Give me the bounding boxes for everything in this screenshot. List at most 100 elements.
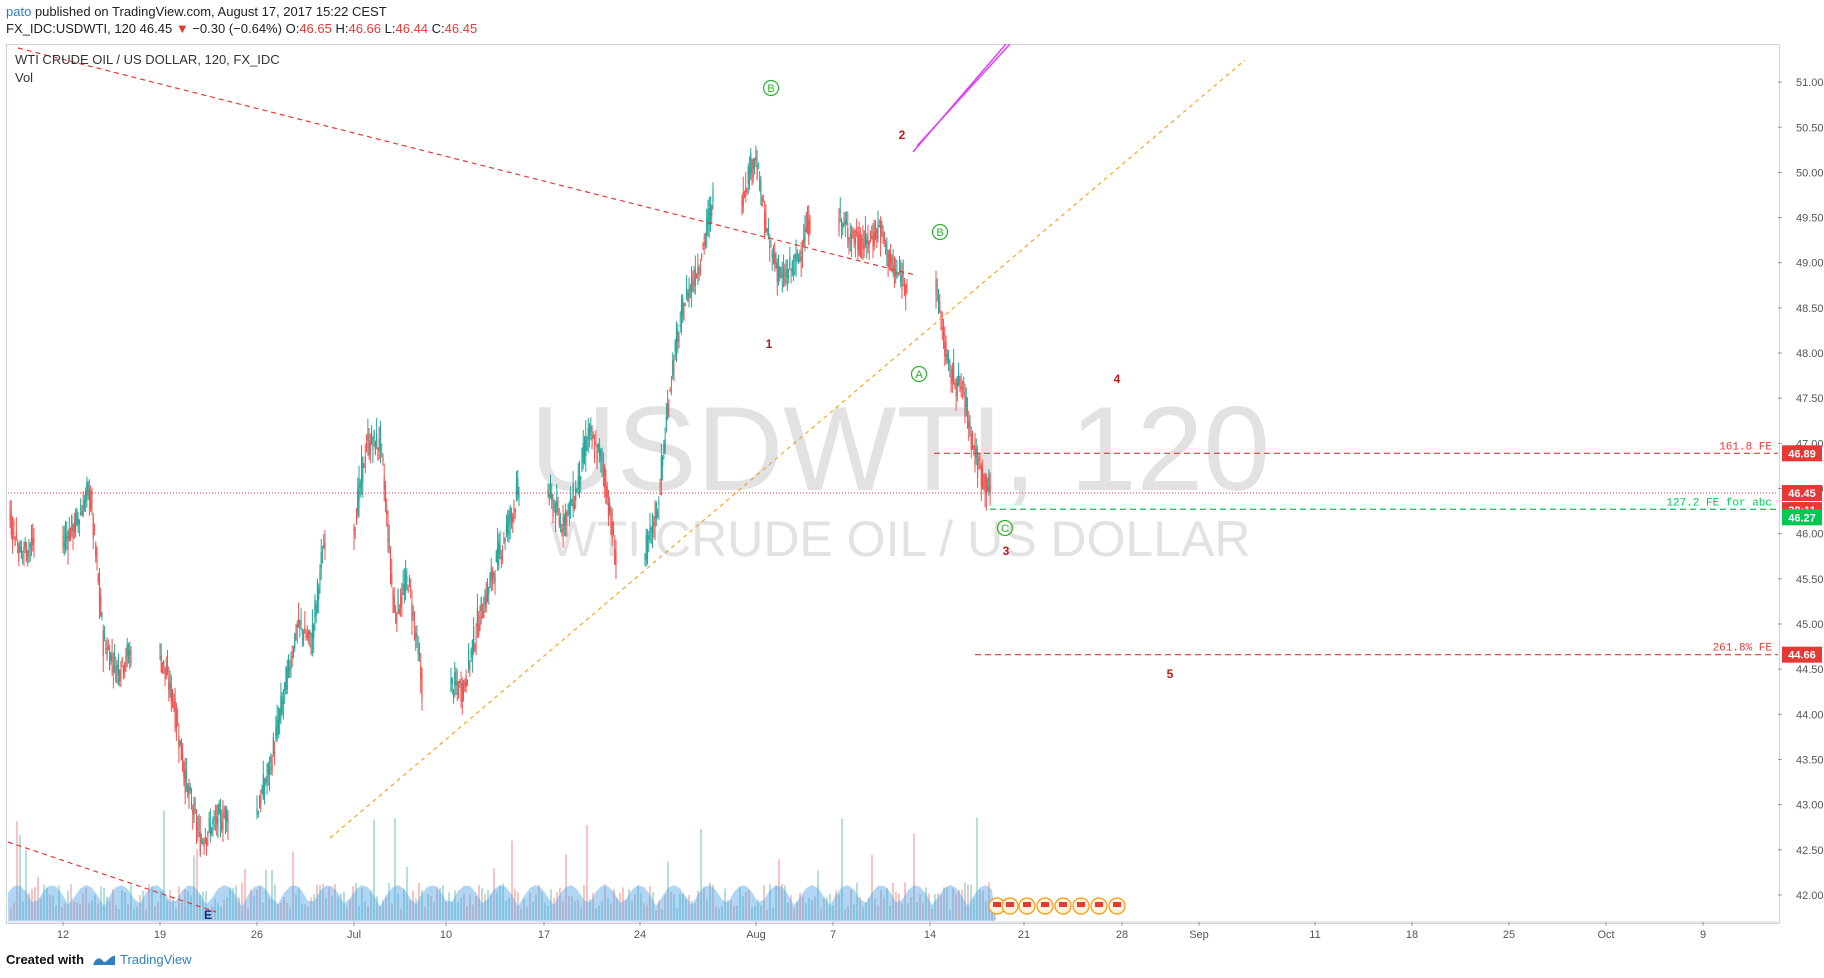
volume-bar: [907, 903, 909, 920]
candle: [78, 519, 80, 537]
candle-body: [82, 505, 84, 517]
candle-body: [856, 231, 858, 234]
volume-bar: [220, 907, 222, 920]
candle: [558, 507, 560, 529]
volume-bar: [784, 885, 786, 920]
candle: [839, 197, 841, 223]
candle: [801, 239, 804, 269]
candle: [470, 647, 472, 662]
volume-bar: [742, 896, 744, 920]
candle-body: [557, 510, 559, 512]
candle: [11, 516, 14, 554]
volume-bar: [382, 900, 384, 920]
candle-body: [746, 189, 748, 194]
wave-label-text: B: [767, 83, 774, 95]
candle: [263, 778, 266, 805]
volume-bar: [913, 833, 915, 920]
candle-body: [266, 776, 268, 782]
candle: [108, 644, 111, 671]
x-tick: Oct: [1597, 922, 1615, 941]
candle: [844, 211, 846, 237]
candle-body: [105, 648, 107, 650]
candle-body: [277, 720, 279, 734]
candle-body: [76, 508, 78, 524]
candle: [559, 512, 562, 533]
candle-body: [800, 256, 802, 261]
candle-body: [605, 478, 607, 504]
candle: [771, 248, 773, 271]
volume-bar: [340, 893, 342, 920]
candle: [27, 549, 29, 567]
candle-body: [961, 388, 964, 390]
candle: [218, 799, 220, 815]
candle: [958, 362, 960, 387]
candle: [122, 664, 125, 680]
candle-body: [562, 516, 564, 532]
candle-body: [69, 532, 72, 541]
volume-bars: [10, 810, 996, 920]
candle-body: [684, 304, 686, 306]
volume-bar: [307, 906, 309, 920]
candle: [485, 582, 487, 613]
volume-bar: [796, 902, 798, 920]
author-name[interactable]: pato: [6, 4, 32, 19]
candle: [612, 521, 615, 536]
candle: [112, 652, 114, 689]
candle-body: [707, 212, 709, 224]
candle-body: [890, 253, 892, 264]
volume-bar: [520, 908, 522, 920]
y-tick-label: 45.50: [1796, 574, 1824, 586]
volume-bar: [817, 870, 819, 920]
candle-body: [357, 488, 359, 516]
candle: [669, 387, 671, 393]
wave-label: E: [204, 908, 212, 922]
candle-body: [688, 287, 690, 298]
candle-body: [766, 228, 768, 232]
tradingview-link[interactable]: TradingView: [92, 952, 192, 967]
candle: [879, 216, 882, 257]
event-flag-stripe: [1059, 902, 1067, 907]
candle: [287, 654, 290, 679]
candle: [318, 583, 320, 614]
candle-body: [748, 172, 751, 186]
candle-body: [9, 509, 11, 521]
candle-body: [372, 445, 374, 450]
candle: [107, 639, 109, 651]
candle: [498, 533, 500, 571]
candle-body: [553, 507, 555, 509]
candle: [480, 596, 482, 625]
candle-body: [678, 336, 680, 342]
volume-bar: [925, 887, 927, 920]
candle-body: [455, 682, 457, 687]
y-tick-label: 46.00: [1796, 529, 1824, 541]
candle-body: [265, 779, 267, 784]
candle: [655, 501, 657, 527]
candle: [171, 688, 174, 709]
volume-bar: [373, 819, 375, 920]
candle: [702, 242, 704, 251]
candle: [512, 512, 514, 534]
candle-body: [174, 697, 176, 729]
volume-bar: [121, 890, 123, 920]
chart-panel[interactable]: [6, 44, 1780, 924]
candle-body: [470, 649, 472, 657]
candle: [464, 678, 466, 692]
candle: [355, 508, 358, 525]
candle: [742, 176, 744, 214]
candle-body: [271, 764, 273, 771]
candle-body: [465, 676, 467, 687]
candle-body: [770, 244, 772, 246]
candle: [300, 608, 302, 630]
candle: [473, 617, 475, 655]
volume-bar: [328, 887, 330, 920]
candle: [23, 541, 25, 566]
volume-bar: [499, 885, 501, 920]
candle: [600, 448, 602, 473]
candle: [960, 372, 962, 398]
candle: [63, 525, 65, 556]
candle: [659, 478, 661, 495]
volume-bar: [760, 905, 762, 920]
candle-body: [14, 537, 16, 546]
candle-body: [397, 590, 399, 612]
